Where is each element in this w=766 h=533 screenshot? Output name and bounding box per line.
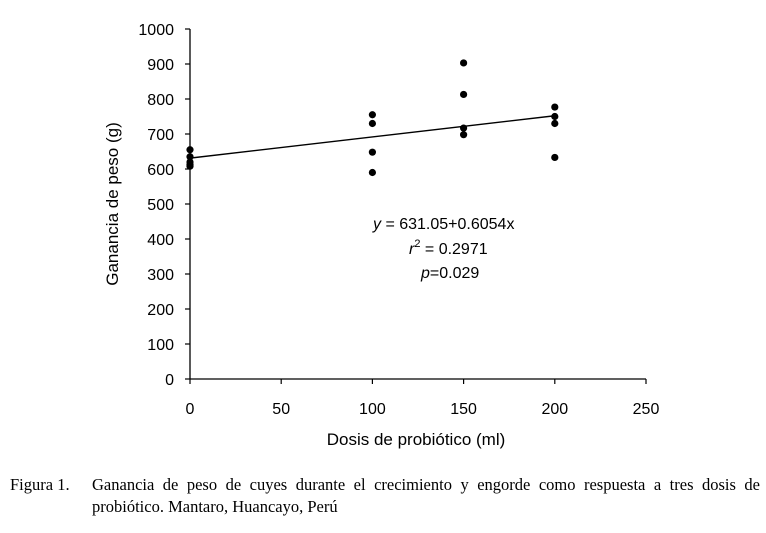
data-point [551,153,559,162]
x-tick-label: 250 [633,401,660,418]
y-tick-label: 700 [147,127,174,144]
data-point [460,90,468,99]
data-point [460,124,468,132]
data-point [186,162,194,170]
scatter-chart: 0 100 200 300 400 500 600 700 800 900 1000 0 50 100 15… [103,22,659,449]
data-point [551,119,559,128]
x-tick-label: 0 [186,401,195,418]
data-point [460,59,468,67]
y-tick-label: 800 [147,92,174,109]
data-point [368,111,376,119]
y-tick-label: 1000 [138,22,174,39]
caption-label: Figura 1. [10,475,70,494]
y-tick-label: 600 [147,162,174,179]
x-tick-label: 150 [450,401,477,418]
y-tick-label: 200 [147,302,174,319]
data-point [551,103,559,111]
data-point [368,119,376,128]
x-axis-title: Dosis de probiótico (ml) [327,430,506,449]
y-axis-title: Ganancia de peso (g) [103,122,122,286]
y-tick-label: 400 [147,232,174,249]
p-value-label: p=0.029 [420,265,479,282]
chart-marks [186,59,559,177]
data-point [186,153,194,161]
y-tick-label: 300 [147,267,174,284]
y-tick-label: 0 [165,372,174,389]
x-tick-label: 200 [541,401,568,418]
chart-axes: 0 100 200 300 400 500 600 700 800 900 1000 0 50 100 15… [138,22,659,418]
y-tick-label: 500 [147,197,174,214]
trendline [189,115,555,159]
data-point [551,112,559,121]
x-tick-label: 50 [272,401,290,418]
caption-text: Ganancia de peso de cuyes durante el cre… [92,475,760,516]
r-squared-label: r2 = 0.2971 [409,238,488,258]
y-tick-label: 900 [147,57,174,74]
y-tick-label: 100 [147,337,174,354]
regression-equation: y = 631.05+0.6054x [372,216,514,233]
data-point [368,148,376,156]
data-point [460,131,468,139]
data-point [186,146,194,154]
data-point [368,168,376,177]
x-tick-label: 100 [359,401,386,418]
